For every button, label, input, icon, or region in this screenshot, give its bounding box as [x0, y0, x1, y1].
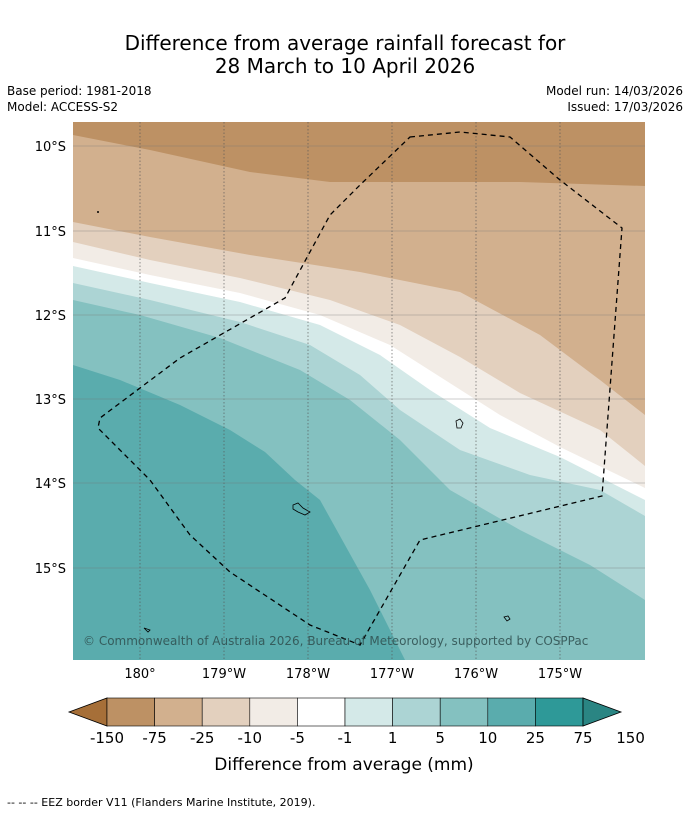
colorbar-tick-label: 5 [435, 729, 445, 747]
colorbar-tick-label: -5 [290, 729, 305, 747]
colorbar-segment [392, 697, 441, 727]
latitude-gridlines [73, 145, 645, 569]
lat-label: 14°S [35, 477, 66, 492]
colorbar-segment [439, 697, 489, 727]
issued-date: Issued: 17/03/2026 [567, 100, 683, 114]
copyright-text: © Commonwealth of Australia 2026, Bureau… [83, 634, 588, 648]
colorbar-tick-label: 1 [388, 729, 398, 747]
band-pos25 [73, 365, 405, 660]
lat-label: 15°S [35, 562, 66, 577]
lon-label: 180° [124, 667, 155, 682]
colorbar-tick-label: 150 [616, 729, 645, 747]
lon-label: 177°W [370, 667, 414, 682]
colorbar-tick-label: -25 [190, 729, 215, 747]
colorbar-segment [487, 697, 536, 727]
colorbar-tick-label: -150 [90, 729, 124, 747]
colorbar: -150 -75 -25 -10 -5 -1 1 5 10 25 75 150 [67, 697, 645, 747]
colorbar-segment [297, 697, 346, 727]
lon-label: 176°W [454, 667, 498, 682]
model-run: Model run: 14/03/2026 [545, 84, 683, 98]
colorbar-arrow-high [582, 697, 623, 727]
colorbar-segment [535, 697, 584, 727]
island-outline [455, 418, 464, 429]
colorbar-segment [154, 697, 203, 727]
lon-label: 179°W [202, 667, 246, 682]
island-dot [97, 211, 99, 213]
latitude-labels: 10°S 11°S 12°S 13°S 14°S 15°S [35, 140, 66, 577]
eez-footnote: -- -- -- EEZ border V11 (Flanders Marine… [7, 796, 316, 809]
island-outline [143, 627, 151, 633]
lat-label: 12°S [35, 309, 66, 324]
colorbar-arrow-low [67, 697, 108, 727]
lat-label: 10°S [35, 140, 66, 155]
longitude-labels: 180° 179°W 178°W 177°W 176°W 175°W [124, 667, 582, 682]
base-period: Base period: 1981-2018 [7, 84, 152, 98]
longitude-gridlines [139, 122, 561, 660]
colorbar-segment [201, 697, 251, 727]
legend-title: Difference from average (mm) [214, 755, 473, 775]
title-line-1: Difference from average rainfall forecas… [124, 31, 566, 55]
colorbar-segment [344, 697, 393, 727]
colorbar-tick-label: -10 [238, 729, 263, 747]
lon-label: 175°W [538, 667, 582, 682]
title-line-2: 28 March to 10 April 2026 [214, 54, 476, 78]
lat-label: 13°S [35, 393, 66, 408]
colorbar-tick-label: -1 [338, 729, 353, 747]
colorbar-tick-label: 10 [478, 729, 497, 747]
colorbar-segment [106, 697, 155, 727]
rainfall-anomaly-field: © Commonwealth of Australia 2026, Bureau… [73, 122, 645, 660]
colorbar-tick-label: -75 [142, 729, 167, 747]
colorbar-tick-label: 25 [526, 729, 545, 747]
island-outline [503, 615, 511, 622]
colorbar-segment [249, 697, 298, 727]
lat-label: 11°S [35, 225, 66, 240]
eez-border [97, 131, 623, 646]
island-outline [292, 502, 311, 516]
model-name: Model: ACCESS-S2 [7, 100, 119, 114]
colorbar-tick-label: 75 [573, 729, 592, 747]
lon-label: 178°W [286, 667, 330, 682]
